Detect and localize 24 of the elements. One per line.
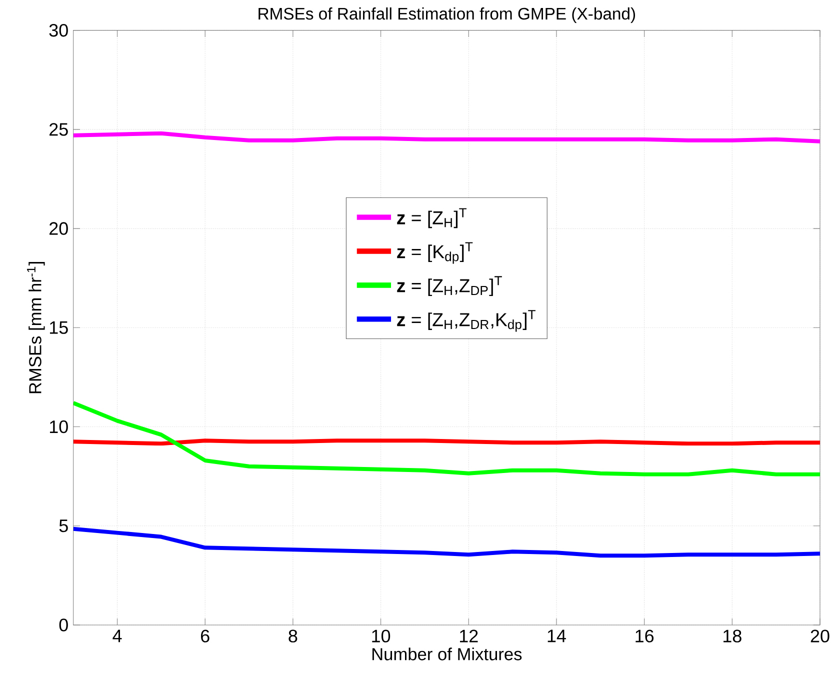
x-tick-label: 10 bbox=[372, 630, 390, 642]
x-axis-title: Number of Mixtures bbox=[372, 648, 522, 660]
y-tick-label: 30 bbox=[49, 24, 68, 37]
y-tick-label: 10 bbox=[50, 420, 68, 434]
text: z = [Z$_{H}$,Z$_{DR}$,K$_{dp}$]$^{T}$ bbox=[397, 310, 536, 332]
x-tick-label: 8 bbox=[288, 630, 298, 642]
x-tick-label: 14 bbox=[548, 630, 566, 642]
legend-label: z = [Z$_{H}$,Z$_{DP}$]$^{T}$ bbox=[397, 276, 502, 296]
legend-label: z = [Z$_{H}$]$^{T}$ bbox=[397, 208, 467, 228]
y-tick-label: 5 bbox=[59, 520, 68, 532]
x-tick-label: 4 bbox=[112, 630, 122, 642]
y-tick-label: 20 bbox=[50, 222, 68, 235]
chart-title: RMSEs of Rainfall Estimation from GMPE (X-band) bbox=[258, 7, 636, 23]
x-tick-label: 12 bbox=[460, 630, 478, 642]
x-tick-label: 6 bbox=[201, 630, 210, 642]
x-tick-label: 18 bbox=[724, 630, 742, 642]
x-tick-label: 20 bbox=[810, 630, 830, 642]
y-axis-title: RMSEs [mm hr$^{-1}$] bbox=[27, 262, 45, 394]
y-tick-label: 15 bbox=[50, 321, 68, 334]
line-series bbox=[73, 400, 820, 476]
legend-label: z = [K$_{dp}$]$^{T}$ bbox=[397, 242, 473, 264]
y-tick-label: 0 bbox=[59, 618, 68, 632]
y-tick-label: 25 bbox=[50, 123, 68, 136]
x-tick-label: 16 bbox=[636, 630, 654, 642]
